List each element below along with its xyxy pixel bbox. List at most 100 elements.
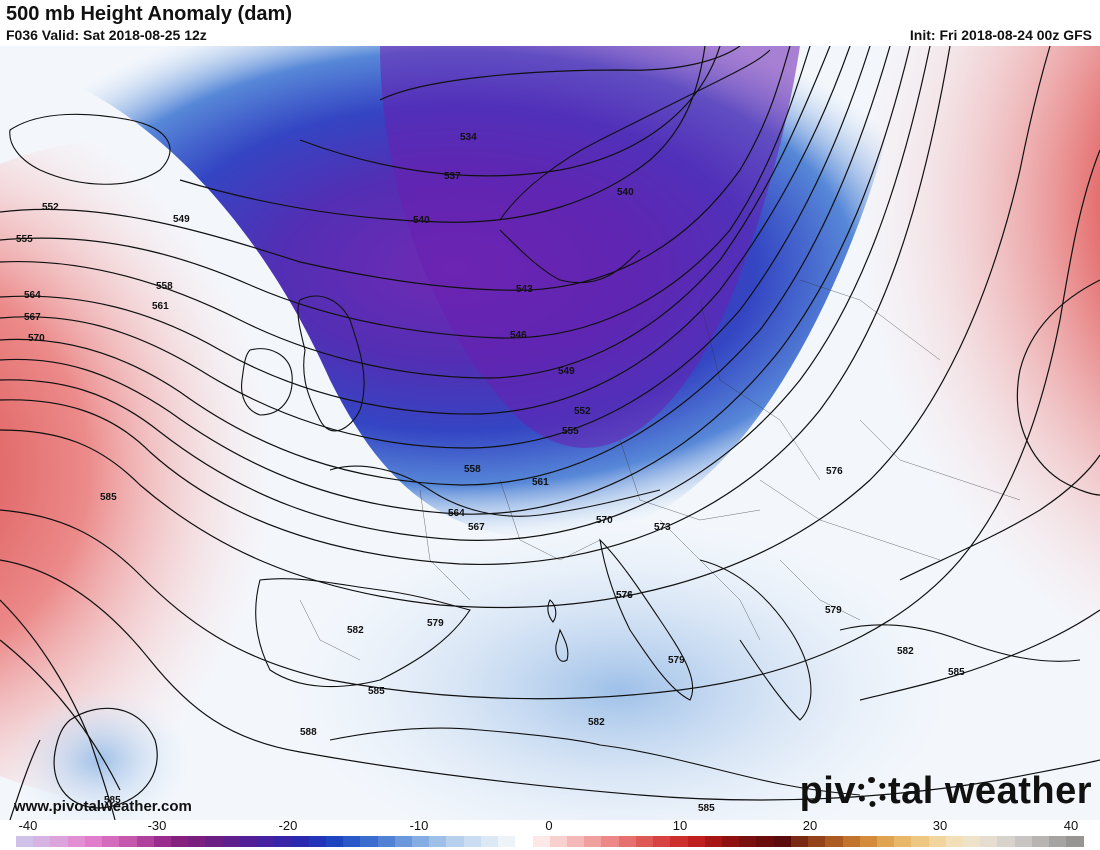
contour-labels: 534 537 540 540 543 546 549 549 552 552 … (16, 132, 965, 814)
colorbar-swatch (721, 836, 740, 847)
website-url: www.pivotalweather.com (14, 798, 192, 815)
colorbar-swatch (876, 836, 895, 847)
colorbar-swatch (153, 836, 171, 847)
contour-label: 534 (460, 132, 477, 143)
trough-core (380, 46, 800, 448)
colorbar-swatch (205, 836, 223, 847)
contour-label: 576 (616, 590, 633, 601)
colorbar-swatch (498, 836, 516, 847)
colorbar-swatch (446, 836, 464, 847)
colorbar-swatch (532, 836, 550, 847)
political-borders (299, 279, 1021, 661)
contour-label: 585 (368, 686, 385, 697)
contour-label: 540 (617, 187, 634, 198)
header: 500 mb Height Anomaly (dam) F036 Valid: … (0, 0, 1100, 46)
contour-label: 573 (654, 522, 671, 533)
colorbar-tick: -20 (278, 818, 298, 833)
colorbar-swatch (67, 836, 85, 847)
contour-label: 582 (347, 625, 364, 636)
colorbar-swatch (16, 836, 34, 847)
colorbar-swatch (257, 836, 275, 847)
colorbar-swatch (360, 836, 378, 847)
contour-label: 549 (173, 214, 190, 225)
colorbar-swatch (394, 836, 413, 847)
colorbar-swatch (33, 836, 51, 847)
contour-label: 582 (588, 717, 605, 728)
colorbar-swatch (463, 836, 481, 847)
contour-label: 564 (24, 290, 41, 301)
colorbar-swatch (1031, 836, 1050, 847)
contour-label: 588 (300, 727, 317, 738)
colorbar-swatch (584, 836, 602, 847)
colorbar-swatch (188, 836, 206, 847)
colorbar-tick: -40 (18, 818, 38, 833)
colorbar-swatch (343, 836, 361, 847)
colorbar-swatch (653, 836, 671, 847)
colorbar-swatch (239, 836, 258, 847)
colorbar-swatch (1049, 836, 1067, 847)
colorbar-tick: -10 (409, 818, 429, 833)
contour-label: 564 (448, 508, 465, 519)
colorbar-swatch (842, 836, 860, 847)
brand-text-right: tal weather (887, 770, 1092, 812)
contour-label: 579 (427, 618, 444, 629)
colorbar-swatch (308, 836, 326, 847)
gear-icon (856, 777, 887, 807)
contour-label: 567 (468, 522, 485, 533)
colorbar-swatch (325, 836, 344, 847)
colorbar-swatch (963, 836, 981, 847)
colorbar-swatch (687, 836, 705, 847)
valid-time: F036 Valid: Sat 2018-08-25 12z (6, 27, 207, 43)
colorbar-tick: 30 (932, 818, 948, 833)
contour-label: 555 (562, 426, 579, 437)
contour-label: 576 (616, 590, 633, 601)
contour-label: 567 (24, 312, 41, 323)
colorbar-swatch (222, 836, 240, 847)
brand-logo: piv tal weather (800, 770, 1092, 813)
contour-label: 579 (825, 605, 842, 616)
contour-label: 543 (516, 284, 533, 295)
contour-label: 561 (532, 477, 549, 488)
colorbar-swatch (102, 836, 120, 847)
colorbar-tick: 10 (672, 818, 688, 833)
contour-label: 546 (510, 330, 527, 341)
colorbar-swatch (274, 836, 292, 847)
colorbar-swatch (894, 836, 912, 847)
colorbar-swatch (825, 836, 843, 847)
colorbar-swatch (1014, 836, 1032, 847)
colorbar-swatch (756, 836, 774, 847)
colorbar-tick: 0 (545, 818, 553, 833)
colorbar-swatch (773, 836, 791, 847)
anomaly-map: 534 537 540 540 543 546 549 549 552 552 … (0, 46, 1100, 820)
colorbar-swatch (136, 836, 154, 847)
colorbar-swatch (635, 836, 654, 847)
contour-label: 552 (42, 202, 59, 213)
colorbar-swatch (480, 836, 499, 847)
colorbar-swatch (618, 836, 636, 847)
colorbar-ticks: -40 -30 -20 -10 0 10 20 30 40 (0, 818, 1100, 834)
colorbar-swatch (980, 836, 998, 847)
colorbar-swatch (859, 836, 877, 847)
contour-label: 570 (28, 333, 45, 344)
colorbar-swatch (377, 836, 395, 847)
height-contours (0, 46, 1100, 820)
colorbar-swatch (515, 836, 533, 847)
contour-label: 537 (444, 171, 461, 182)
colorbar-swatch (911, 836, 929, 847)
colorbar-swatch (412, 836, 430, 847)
colorbar-swatch (704, 836, 722, 847)
coastlines (9, 49, 1081, 796)
contour-label: 558 (156, 281, 173, 292)
colorbar-swatch (945, 836, 964, 847)
colorbar-swatch (670, 836, 688, 847)
colorbar-swatch (601, 836, 619, 847)
map-title: 500 mb Height Anomaly (dam) (6, 3, 292, 25)
colorbar-swatch (567, 836, 585, 847)
colorbar-swatch (739, 836, 757, 847)
south-negative-anomaly (290, 520, 950, 820)
colorbar (16, 836, 1084, 847)
init-time: Init: Fri 2018-08-24 00z GFS (909, 27, 1092, 43)
contour-label: 585 (104, 795, 121, 806)
contour-label: 561 (152, 301, 169, 312)
colorbar-swatch (170, 836, 189, 847)
